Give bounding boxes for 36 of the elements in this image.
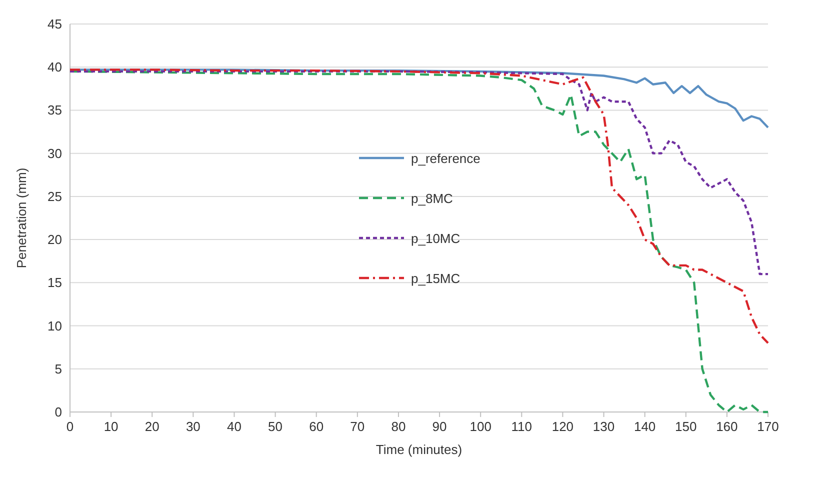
line-series [68, 70, 770, 276]
y-tick-label: 5 [54, 361, 62, 376]
x-tick-label: 20 [144, 419, 160, 434]
legend-label: p_10MC [411, 231, 460, 246]
y-tick-label: 10 [48, 318, 62, 334]
x-tick-label: 40 [227, 419, 242, 434]
legend-label: p_15MC [411, 271, 460, 286]
y-tick-label: 25 [48, 188, 62, 204]
x-tick-label: 140 [634, 419, 656, 434]
x-tick-label: 170 [757, 419, 779, 434]
y-tick-label: 0 [54, 404, 62, 420]
x-tick-label: 130 [592, 419, 615, 434]
x-tick-label: 50 [268, 419, 283, 434]
x-tick-label: 0 [66, 419, 74, 434]
y-axis-title: Penetration (mm) [14, 168, 29, 268]
legend-label: p_8MC [411, 191, 453, 206]
x-tick-label: 80 [391, 419, 406, 434]
y-tick-label: 35 [48, 102, 62, 118]
y-tick-label: 40 [48, 60, 62, 75]
x-tick-label: 110 [511, 419, 532, 434]
y-tick-label: 45 [48, 16, 62, 32]
line-series [68, 68, 770, 344]
x-tick-label: 160 [716, 419, 738, 434]
x-tick-label: 70 [350, 419, 365, 434]
x-tick-label: 120 [552, 419, 574, 434]
x-tick-label: 10 [104, 419, 118, 434]
x-axis-title: Time (minutes) [376, 442, 462, 457]
legend-label: p_reference [411, 151, 480, 166]
x-tick-label: 150 [675, 419, 697, 434]
x-tick-label: 30 [186, 419, 200, 434]
x-tick-label: 60 [309, 419, 324, 434]
x-tick-label: 90 [432, 419, 447, 434]
y-tick-label: 30 [48, 146, 62, 161]
y-tick-label: 15 [48, 275, 62, 290]
y-tick-label: 20 [48, 232, 62, 248]
x-tick-label: 100 [470, 419, 492, 434]
